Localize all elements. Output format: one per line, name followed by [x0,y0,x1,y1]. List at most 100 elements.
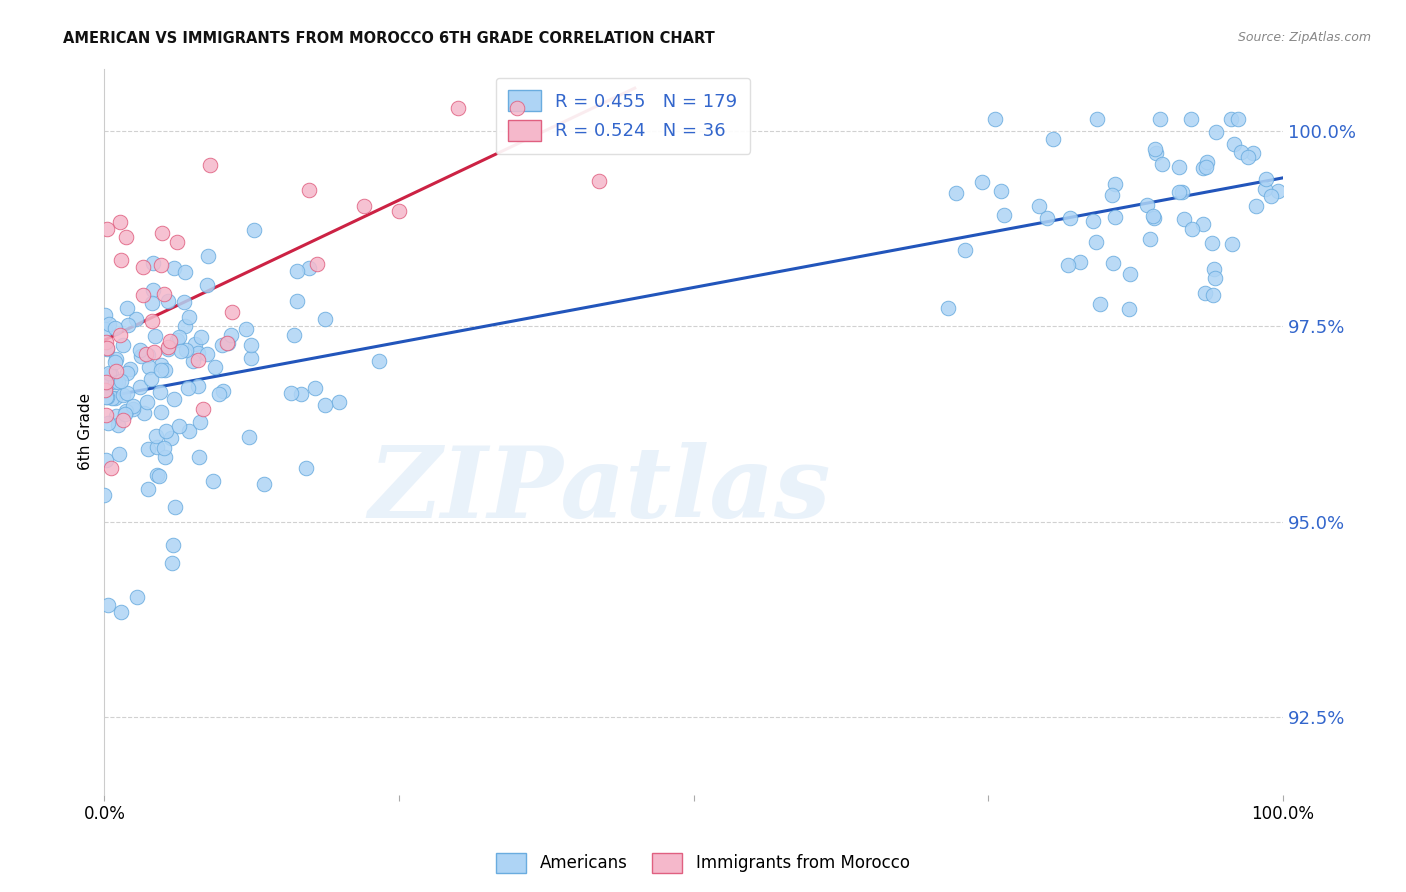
Point [112,413,135,427]
Point [98,367,121,381]
Point [115,385,138,400]
Point [155,425,177,439]
Point [173,295,195,310]
Point [101,391,124,405]
Point [136,482,159,496]
Point [1035,211,1057,226]
Point [100,368,122,382]
Text: AMERICAN VS IMMIGRANTS FROM MOROCCO 6TH GRADE CORRELATION CHART: AMERICAN VS IMMIGRANTS FROM MOROCCO 6TH … [63,31,716,46]
Point [115,229,138,244]
Point [1042,132,1064,146]
Point [105,409,128,423]
Point [159,431,181,445]
Point [105,351,128,366]
Point [1194,285,1216,300]
Point [96,375,118,389]
Point [1192,161,1215,175]
Point [217,336,239,351]
Point [177,424,200,438]
Point [163,500,186,514]
Point [93,383,115,397]
Point [142,255,165,269]
Point [128,343,150,357]
Point [367,353,389,368]
Point [1256,172,1278,186]
Point [993,208,1015,222]
Point [166,235,188,249]
Point [121,402,143,417]
Point [94,386,117,401]
Point [970,175,993,189]
Point [190,330,212,344]
Point [298,261,321,276]
Point [1168,161,1191,175]
Point [1201,235,1223,250]
Point [190,415,212,429]
Point [96,341,118,355]
Point [1136,198,1159,212]
Point [1241,145,1264,160]
Point [215,335,238,350]
Point [104,364,127,378]
Point [219,327,242,342]
Point [104,376,127,390]
Point [159,334,181,349]
Point [173,318,195,333]
Point [983,112,1005,127]
Point [96,342,118,356]
Point [1085,112,1108,127]
Point [179,310,201,325]
Point [115,367,138,381]
Point [238,430,260,444]
Point [115,404,138,418]
Point [1088,297,1111,311]
Point [1237,151,1260,165]
Point [1181,222,1204,236]
Point [162,538,184,552]
Point [141,314,163,328]
Point [1170,186,1192,200]
Point [1254,181,1277,195]
Point [285,293,308,308]
Point [156,342,179,356]
Point [1057,258,1080,272]
Point [94,334,117,349]
Point [132,406,155,420]
Point [1260,189,1282,203]
Point [201,474,224,488]
Point [107,375,129,389]
Point [945,186,967,200]
Point [170,344,193,359]
Text: Source: ZipAtlas.com: Source: ZipAtlas.com [1237,31,1371,45]
Point [1204,271,1226,285]
Point [96,377,118,392]
Point [187,346,209,360]
Point [1081,213,1104,227]
Point [1142,209,1164,223]
Point [204,360,226,375]
Point [114,407,136,421]
Point [1230,145,1253,159]
Point [110,253,132,268]
Point [1144,142,1167,156]
Point [184,337,207,351]
Point [156,294,179,309]
Point [1102,256,1125,270]
Point [145,429,167,443]
Point [111,337,134,351]
Point [211,337,233,351]
Point [93,321,115,335]
Point [129,349,152,363]
Point [139,372,162,386]
Point [136,348,159,362]
Point [1118,301,1140,316]
Point [177,381,200,395]
Point [117,301,139,316]
Point [1104,210,1126,224]
Point [1192,218,1215,232]
Point [447,101,470,115]
Point [104,355,127,369]
Point [96,390,118,404]
Point [94,390,117,404]
Point [328,395,350,409]
